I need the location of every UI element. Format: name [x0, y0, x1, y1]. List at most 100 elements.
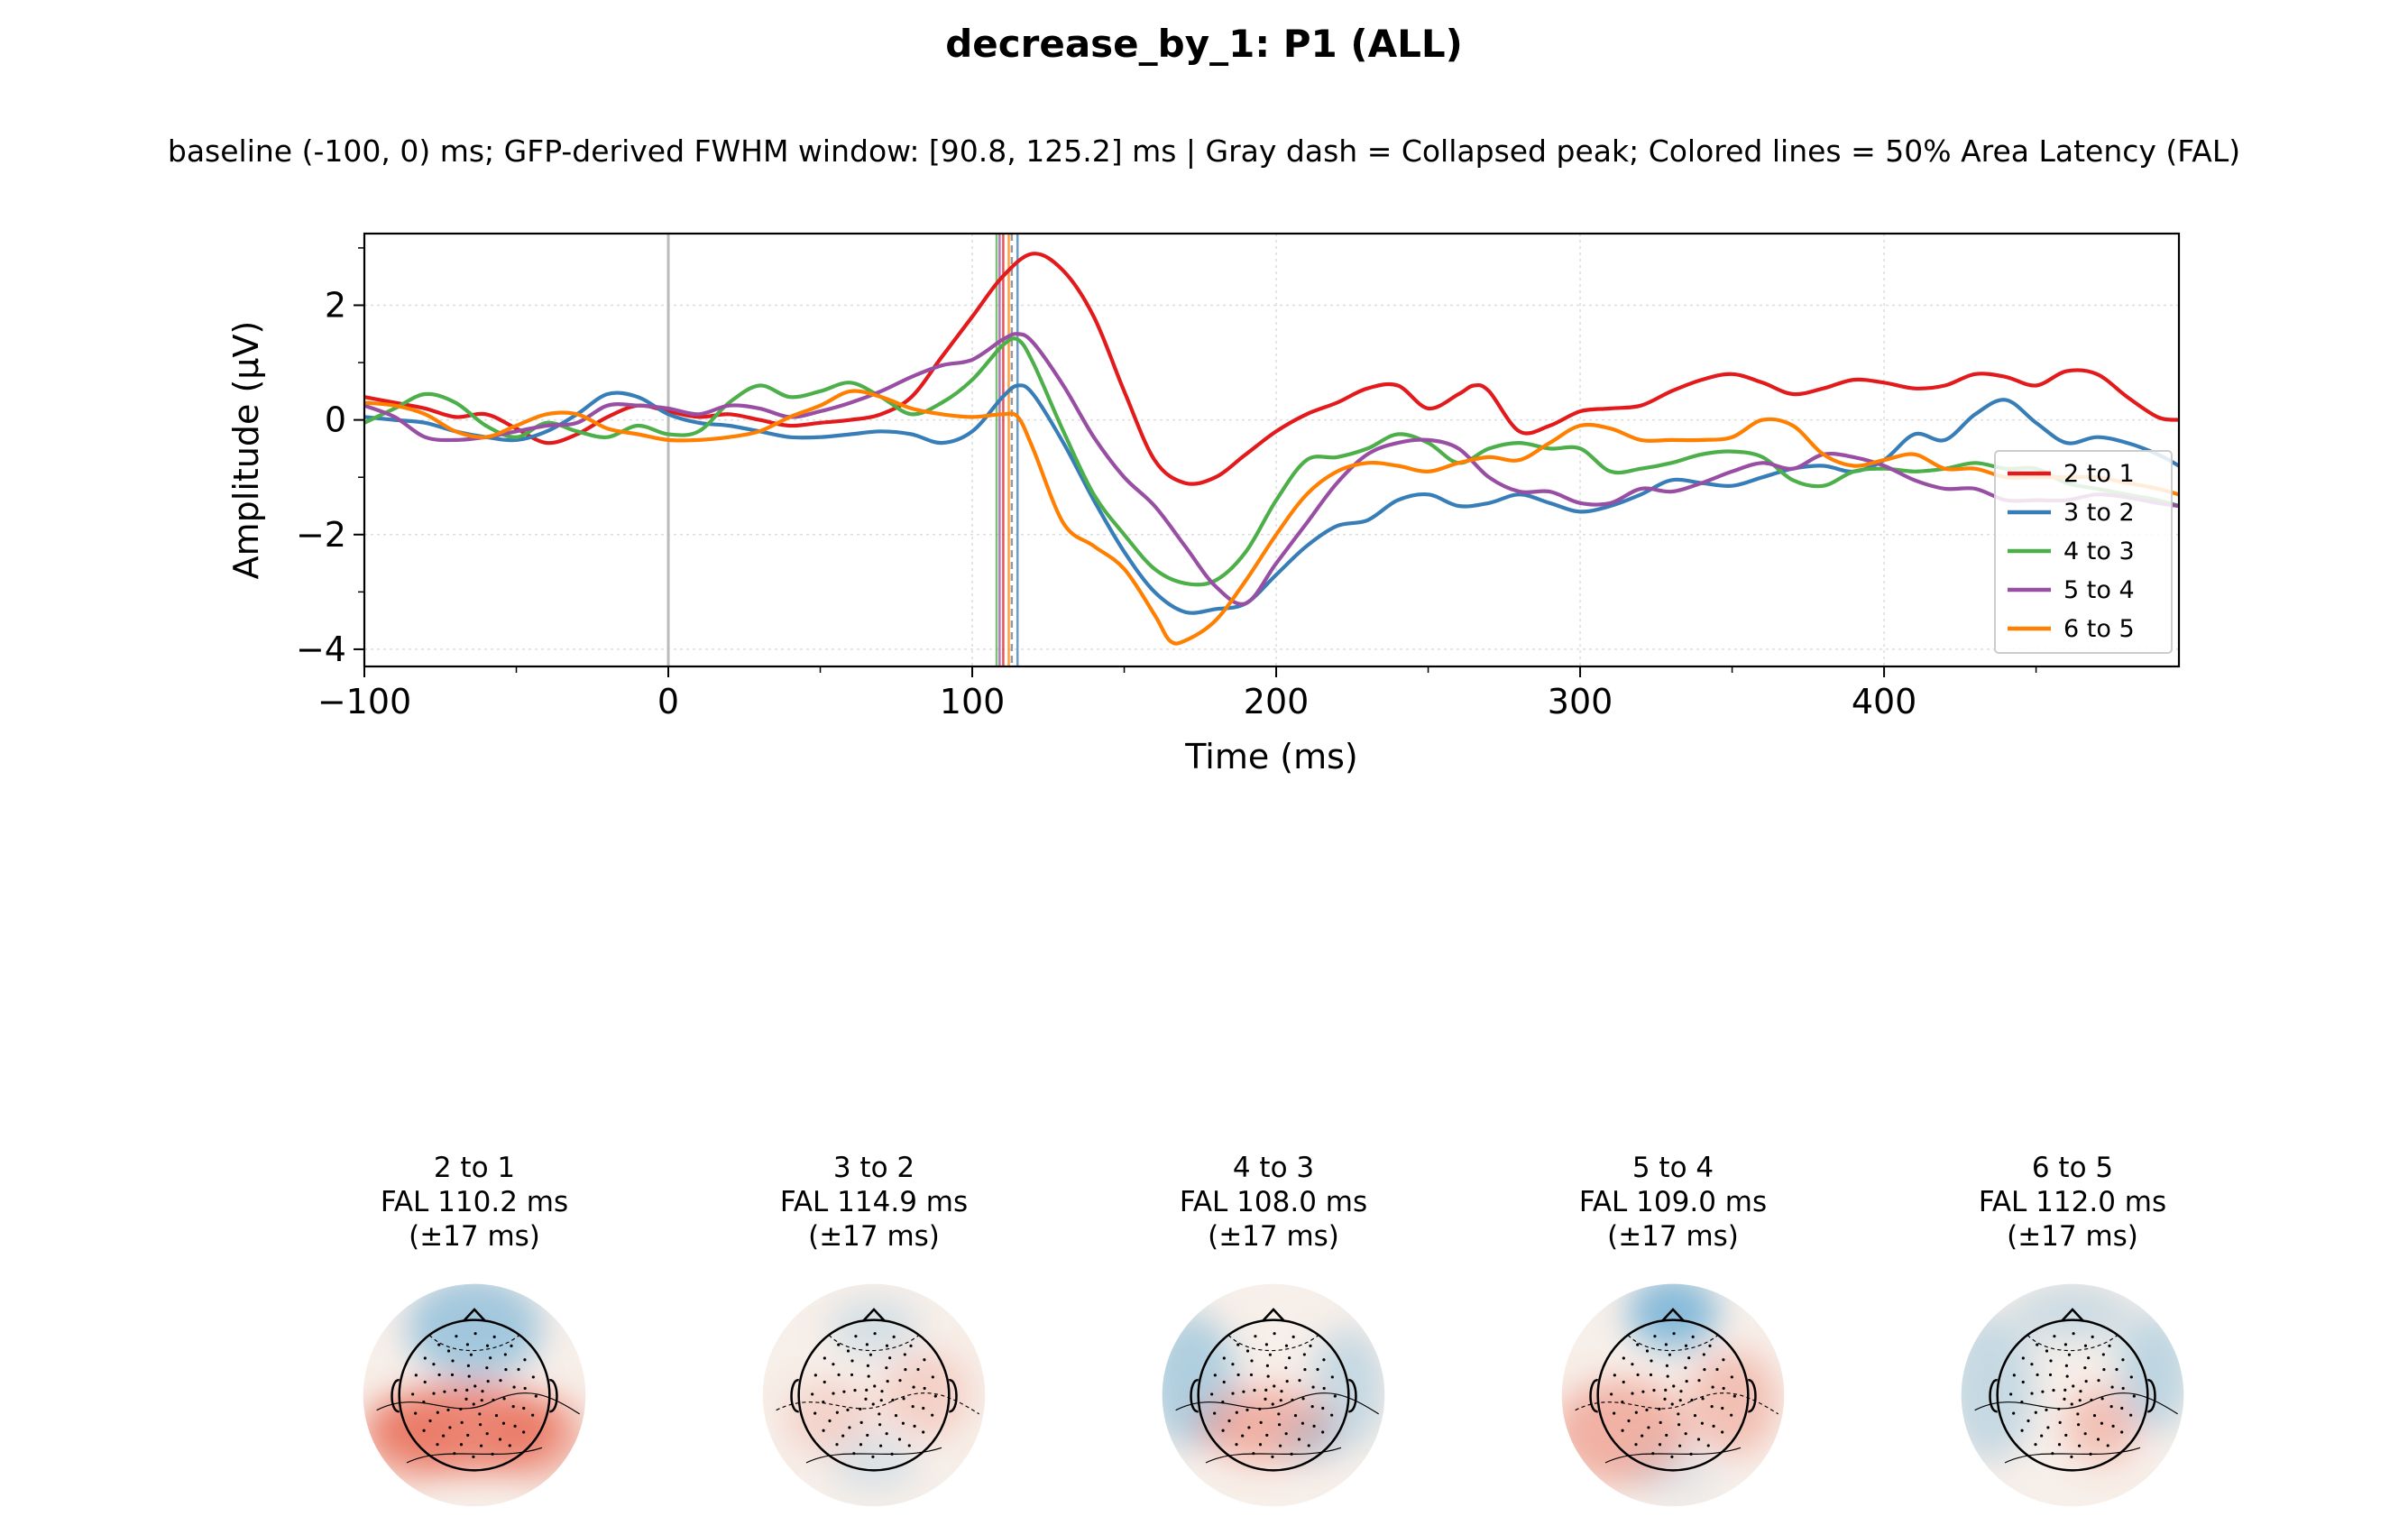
- sensor-dot: [2072, 1384, 2075, 1388]
- sensor-dot: [923, 1386, 926, 1390]
- sensor-dot: [1231, 1363, 1235, 1366]
- sensor-dot: [852, 1452, 856, 1456]
- sensor-dot: [1307, 1444, 1310, 1447]
- topomap-fal-value: FAL 109.0 ms: [1578, 1186, 1768, 1218]
- x-tick-label: 300: [1548, 682, 1613, 721]
- sensor-dot: [1250, 1359, 1254, 1363]
- sensor-dot: [879, 1399, 883, 1402]
- topomap-contour: [2027, 1334, 2118, 1352]
- sensor-dot: [2020, 1401, 2024, 1404]
- sensor-dot: [2078, 1399, 2082, 1402]
- sensor-dot: [873, 1384, 877, 1388]
- sensor-dot: [465, 1343, 469, 1346]
- sensor-dot: [1241, 1434, 1245, 1438]
- sensor-dot: [879, 1444, 883, 1447]
- topomap-panel: 2 to 1 FAL 110.2 ms (±17 ms): [339, 1151, 610, 1508]
- sensor-dot: [1722, 1358, 1725, 1362]
- sensor-dot: [892, 1335, 896, 1338]
- sensor-dot: [1210, 1392, 1214, 1396]
- sensor-dot: [1258, 1443, 1263, 1447]
- sensor-dot: [1265, 1433, 1269, 1437]
- sensor-dot: [1312, 1424, 1316, 1428]
- sensor-dot: [2030, 1363, 2034, 1366]
- sensor-dot: [2057, 1443, 2062, 1447]
- sensor-dot: [1650, 1359, 1653, 1363]
- nose-outline: [862, 1308, 886, 1322]
- sensor-dot: [517, 1367, 520, 1372]
- sensor-dot: [1677, 1412, 1680, 1416]
- sensor-dot: [1311, 1385, 1315, 1389]
- sensor-dot: [1321, 1406, 1325, 1410]
- topomap-contour: [776, 1392, 979, 1415]
- sensor-dot: [878, 1423, 882, 1427]
- sensor-dot: [2096, 1438, 2100, 1441]
- sensor-dot: [2070, 1455, 2073, 1458]
- sensor-dot: [835, 1443, 839, 1447]
- sensor-dot: [2079, 1390, 2082, 1393]
- sensor-dot: [2064, 1364, 2068, 1367]
- sensor-dot: [414, 1374, 418, 1377]
- sensor-dot: [443, 1390, 446, 1393]
- sensor-dot: [504, 1368, 508, 1372]
- sensor-dot: [1641, 1434, 1644, 1438]
- topomap-contour: [805, 1447, 942, 1464]
- sensor-dot: [2036, 1343, 2039, 1346]
- head-outline: [1596, 1318, 1750, 1472]
- sensor-dot: [485, 1366, 489, 1370]
- sensor-dot: [1235, 1410, 1238, 1414]
- topomap-fal-value: FAL 112.0 ms: [1978, 1186, 2167, 1218]
- sensor-dot: [885, 1366, 888, 1370]
- sensor-dot: [508, 1444, 511, 1447]
- x-tick-label: 200: [1244, 682, 1310, 721]
- topomap-field: [2012, 1283, 2133, 1343]
- sensor-dot: [1684, 1432, 1687, 1436]
- sensor-dot: [2092, 1414, 2097, 1418]
- sensor-dot: [1708, 1344, 1712, 1347]
- sensor-dot: [459, 1443, 464, 1447]
- sensor-dot: [869, 1353, 872, 1356]
- sensor-dot: [1687, 1356, 1691, 1360]
- sensor-dot: [832, 1363, 835, 1366]
- sensor-dot: [1672, 1332, 1676, 1336]
- nose-outline: [463, 1308, 486, 1322]
- sensor-dot: [411, 1392, 415, 1396]
- sensor-dot: [2129, 1413, 2133, 1417]
- right-ear-outline: [1347, 1379, 1357, 1413]
- topomap-condition: 3 to 2: [832, 1152, 915, 1184]
- sensor-dot: [1693, 1414, 1697, 1418]
- sensor-dot: [916, 1367, 920, 1372]
- sensor-dot: [1665, 1433, 1668, 1437]
- sensor-dot: [2115, 1367, 2118, 1372]
- sensor-dot: [1631, 1363, 1634, 1366]
- topomap-fal-uncertainty: (±17 ms): [2007, 1220, 2138, 1253]
- series-line-2-to-1: [363, 252, 2180, 486]
- x-axis-label: Time (ms): [1184, 737, 1358, 776]
- sensor-dot: [2110, 1385, 2114, 1389]
- sensor-dot: [1679, 1390, 1683, 1393]
- topomap-contour: [828, 1334, 920, 1352]
- sensor-dot: [842, 1390, 846, 1393]
- sensor-dot: [2053, 1335, 2056, 1338]
- sensor-dot: [1303, 1368, 1307, 1372]
- sensor-dot: [446, 1349, 451, 1353]
- latency-markers: [666, 234, 1019, 666]
- sensor-dot: [1264, 1397, 1267, 1401]
- sensor-dot: [1321, 1430, 1325, 1434]
- topomap-contour: [1974, 1392, 2178, 1415]
- sensor-dot: [2063, 1388, 2067, 1392]
- sensor-dot: [1264, 1343, 1268, 1346]
- plot-frame: [363, 232, 2181, 668]
- sensor-dot: [837, 1373, 841, 1376]
- sensor-dot: [894, 1414, 898, 1418]
- x-tick-label: −100: [317, 682, 411, 721]
- legend-label: 6 to 5: [2063, 615, 2135, 643]
- sensor-dot: [1672, 1384, 1676, 1388]
- sensor-dot: [822, 1401, 825, 1404]
- topomap-fal-uncertainty: (±17 ms): [1208, 1220, 1339, 1253]
- sensor-dot: [1271, 1455, 1274, 1458]
- sensor-dot: [1221, 1401, 1225, 1404]
- sensor-dot: [822, 1429, 825, 1432]
- sensor-dot: [1610, 1392, 1613, 1396]
- sensor-dot: [865, 1343, 869, 1346]
- head-outline: [797, 1318, 951, 1472]
